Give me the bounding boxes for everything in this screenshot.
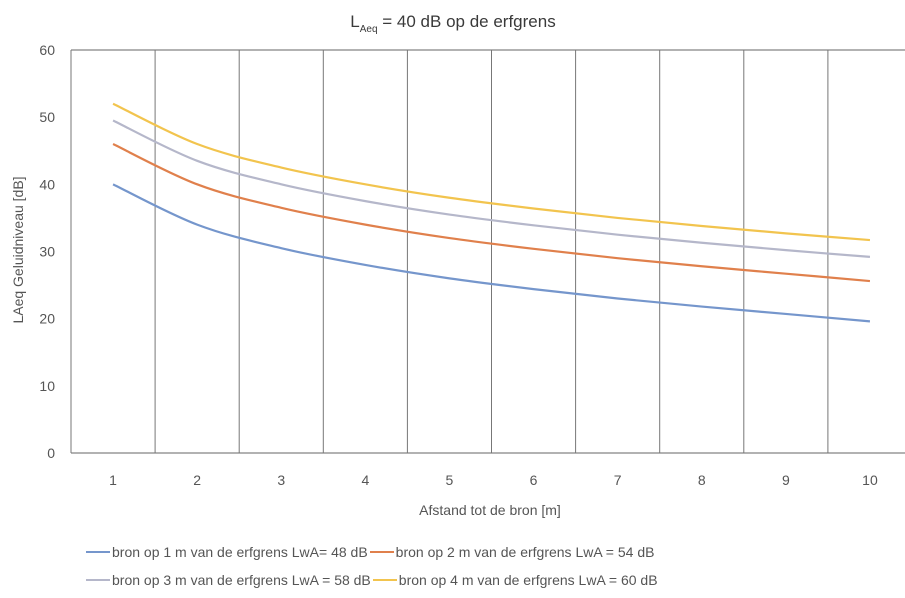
legend-swatch [86, 551, 110, 553]
x-tick-label: 2 [193, 472, 201, 488]
legend-item: bron op 1 m van de erfgrens LwA= 48 dB [86, 544, 368, 560]
legend-label: bron op 4 m van de erfgrens LwA = 60 dB [398, 572, 658, 588]
grid-layer [70, 49, 905, 454]
legend-item: bron op 3 m van de erfgrens LwA = 58 dB [86, 572, 371, 588]
legend-item: bron op 2 m van de erfgrens LwA = 54 dB [369, 544, 655, 560]
y-tick-label: 10 [39, 378, 55, 394]
legend-swatch [86, 579, 110, 581]
y-tick-label: 60 [39, 42, 55, 58]
y-tick-label: 20 [39, 311, 55, 327]
legend-row: bron op 3 m van de erfgrens LwA = 58 dB … [86, 566, 886, 594]
legend-item: bron op 4 m van de erfgrens LwA = 60 dB [372, 572, 658, 588]
x-tick-label: 9 [782, 472, 790, 488]
x-tick-label: 1 [109, 472, 117, 488]
y-axis-label: LAeq Geluidniveau [dB] [10, 176, 26, 323]
series-line-2 [112, 143, 871, 283]
y-tick-label: 0 [47, 445, 55, 461]
legend-swatch [369, 551, 394, 553]
x-tick-label: 3 [277, 472, 285, 488]
y-tick-label: 30 [39, 244, 55, 260]
series-line-3 [112, 119, 871, 258]
chart-legend: bron op 1 m van de erfgrens LwA= 48 dB b… [86, 538, 886, 594]
legend-row: bron op 1 m van de erfgrens LwA= 48 dB b… [86, 538, 886, 566]
legend-label: bron op 3 m van de erfgrens LwA = 58 dB [112, 572, 371, 588]
series-line-4 [112, 102, 871, 242]
x-axis-label: Afstand tot de bron [m] [419, 502, 561, 518]
tick-layer: 0 10 20 30 40 50 60 1 2 3 4 5 6 7 8 9 10 [39, 42, 878, 488]
x-tick-label: 4 [361, 472, 369, 488]
legend-label: bron op 2 m van de erfgrens LwA = 54 dB [395, 544, 655, 560]
chart-title: LAeq = 40 dB op de erfgrens [350, 12, 555, 35]
x-tick-label: 6 [530, 472, 538, 488]
series-line-1 [112, 183, 871, 323]
x-tick-label: 10 [862, 472, 878, 488]
series-layer [112, 102, 871, 323]
x-tick-label: 7 [614, 472, 622, 488]
legend-label: bron op 1 m van de erfgrens LwA= 48 dB [112, 544, 368, 560]
y-tick-label: 40 [39, 176, 55, 192]
x-tick-label: 8 [698, 472, 706, 488]
x-tick-label: 5 [446, 472, 454, 488]
legend-swatch [372, 579, 397, 581]
y-tick-label: 50 [39, 109, 55, 125]
